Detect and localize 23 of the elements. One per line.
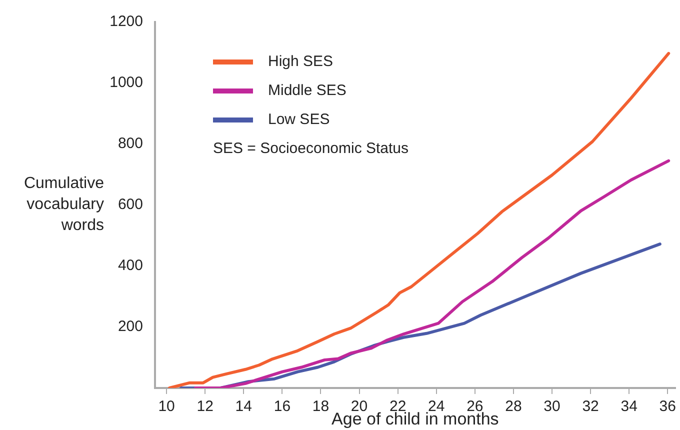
y-tick-label: 1200 xyxy=(110,13,143,30)
x-tick-label: 16 xyxy=(274,398,291,416)
x-tick-label: 12 xyxy=(196,398,214,416)
y-tick-label: 200 xyxy=(118,318,143,336)
x-tick-label: 36 xyxy=(659,398,676,416)
x-tick-label: 14 xyxy=(235,398,252,416)
x-tick-label: 18 xyxy=(312,398,330,416)
x-tick-label: 20 xyxy=(350,398,368,416)
y-tick-label: 800 xyxy=(118,135,143,152)
annotation: SES = Socioeconomic Status xyxy=(213,140,409,158)
x-tick-label: 28 xyxy=(505,398,522,416)
legend-label: Low SES xyxy=(268,111,330,128)
legend-label: Middle SES xyxy=(268,82,346,100)
y-tick-label: 600 xyxy=(118,196,143,214)
y-axis-title: Cumulative vocabulary words xyxy=(22,174,104,236)
x-tick-label: 24 xyxy=(428,398,445,416)
x-tick-label: 32 xyxy=(582,398,599,416)
legend-label: High SES xyxy=(268,53,334,70)
y-tick-label: 1000 xyxy=(110,74,143,92)
y-tick-label: 400 xyxy=(118,257,143,274)
x-tick-label: 10 xyxy=(158,398,175,416)
x-tick-label: 30 xyxy=(544,398,560,416)
x-tick-label: 34 xyxy=(620,398,638,416)
